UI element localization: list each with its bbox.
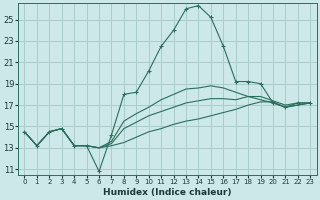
X-axis label: Humidex (Indice chaleur): Humidex (Indice chaleur) — [103, 188, 232, 197]
